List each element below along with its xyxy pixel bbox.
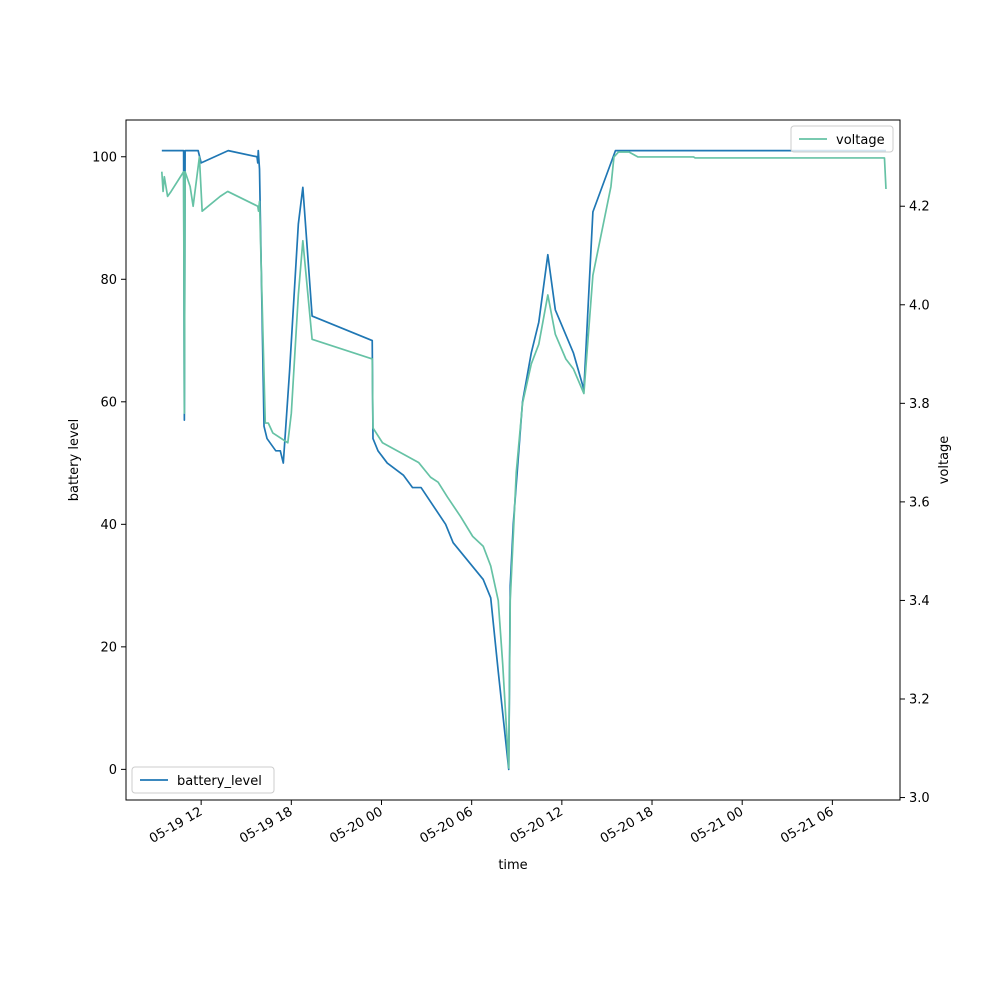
y2-tick-label: 3.2 (909, 692, 930, 707)
x-tick-label: 05-20 06 (418, 804, 476, 846)
y2-tick-label: 3.6 (909, 495, 930, 510)
legend-voltage: voltage (790, 125, 894, 153)
legend-battery-level-label: battery_level (177, 774, 262, 789)
x-tick-label: 05-20 12 (508, 804, 566, 846)
y-tick-label: 80 (100, 273, 117, 288)
y-tick-label: 20 (100, 640, 117, 655)
x-axis: 05-19 12 05-19 18 05-20 00 05-20 06 05-20 12… (147, 800, 836, 847)
y-axis-left: 0 20 40 60 80 100 (92, 150, 126, 778)
plot-frame (125, 119, 901, 801)
y-tick-label: 60 (100, 395, 117, 410)
x-tick-label: 05-21 00 (688, 804, 746, 846)
x-tick-label: 05-20 18 (598, 804, 656, 846)
y2-tick-label: 3.8 (909, 397, 930, 412)
y2-tick-label: 3.0 (909, 791, 930, 806)
y-axis-right: 3.0 3.2 3.4 3.6 3.8 4.0 4.2 (900, 200, 930, 806)
y2-tick-label: 4.2 (909, 200, 930, 215)
legend-voltage-label: voltage (836, 133, 885, 148)
legend-battery-level: battery_level (131, 766, 275, 794)
y2-tick-label: 3.4 (909, 594, 930, 609)
plot-lines (160, 149, 887, 771)
y-axis-label: battery level (67, 419, 82, 502)
x-axis-label: time (498, 858, 527, 873)
y2-axis-label: voltage (937, 436, 952, 485)
legend-voltage-frame (790, 125, 894, 153)
y-tick-label: 40 (100, 518, 117, 533)
y-tick-label: 100 (92, 150, 117, 165)
series-line-voltage (160, 151, 887, 769)
x-tick-label: 05-19 18 (237, 804, 295, 846)
x-tick-label: 05-19 12 (147, 804, 205, 846)
series-line-battery-level (161, 149, 886, 771)
y2-tick-label: 4.0 (909, 298, 930, 313)
x-tick-label: 05-21 06 (778, 804, 836, 846)
legend-battery-level-frame (131, 766, 275, 794)
y-tick-label: 0 (109, 763, 117, 778)
x-tick-label: 05-20 00 (327, 804, 385, 846)
